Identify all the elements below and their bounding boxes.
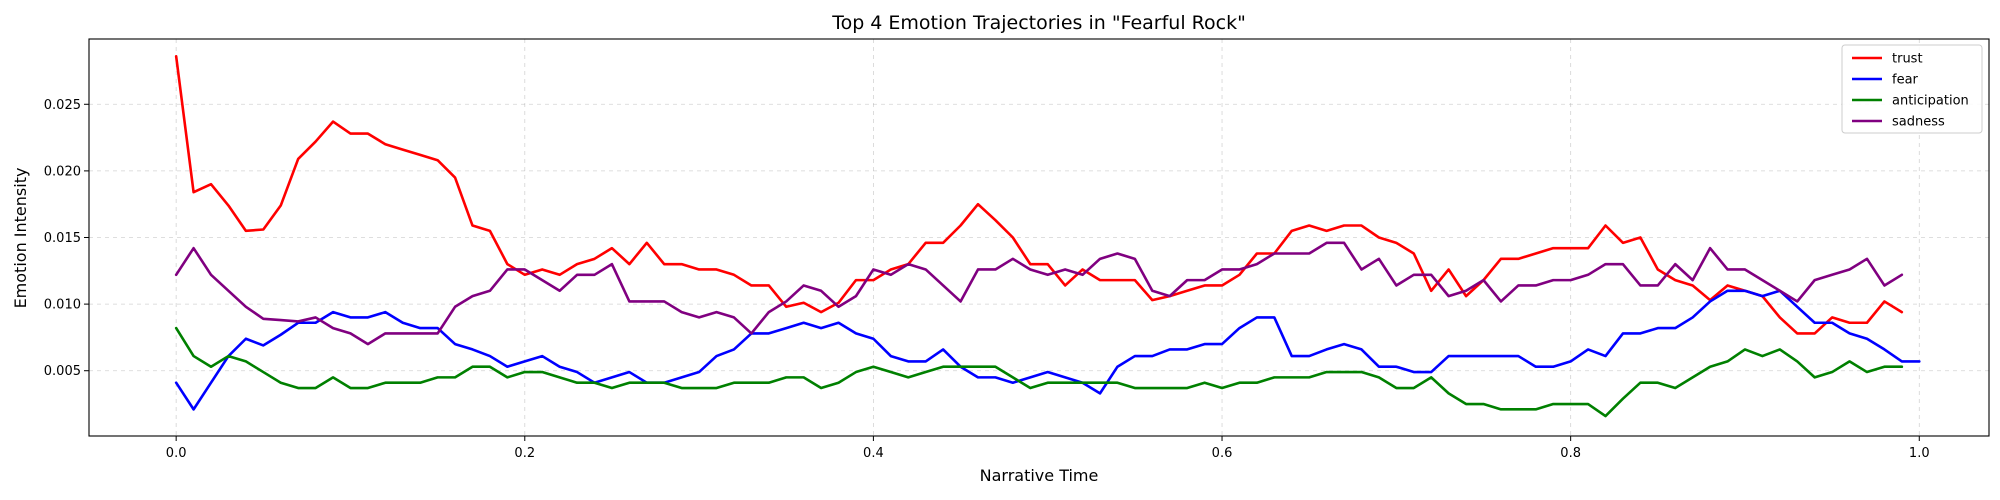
- y-axis-ticks: 0.005 0.010 0.015 0.020 0.025: [44, 98, 89, 379]
- legend-label-trust: trust: [1892, 52, 1923, 67]
- x-tick-label: 0.6: [1212, 446, 1233, 461]
- y-tick-label: 0.020: [44, 164, 81, 179]
- x-axis-ticks: 0.0 0.2 0.4 0.6 0.8 1.0: [166, 436, 1930, 461]
- x-tick-label: 0.4: [863, 446, 884, 461]
- y-tick-label: 0.010: [44, 298, 81, 313]
- chart-title: Top 4 Emotion Trajectories in "Fearful R…: [831, 12, 1246, 34]
- series-line-anticipation: [174, 326, 1904, 418]
- legend-frame: [1841, 44, 1983, 134]
- legend-label-anticipation: anticipation: [1892, 94, 1969, 109]
- series-line-trust: [174, 55, 1904, 335]
- y-tick-label: 0.025: [44, 98, 81, 113]
- y-tick-label: 0.015: [44, 231, 81, 246]
- x-tick-label: 0.0: [166, 446, 187, 461]
- legend-label-fear: fear: [1892, 73, 1919, 88]
- chart-legend: trust fear anticipation sadness: [1841, 44, 1983, 134]
- x-axis-label: Narrative Time: [980, 466, 1099, 485]
- y-axis-label: Emotion Intensity: [11, 168, 30, 309]
- series-line-fear: [174, 289, 1921, 411]
- legend-label-sadness: sadness: [1892, 115, 1945, 130]
- x-tick-label: 1.0: [1909, 446, 1930, 461]
- x-tick-label: 0.2: [514, 446, 535, 461]
- series-line-sadness: [174, 241, 1904, 346]
- y-tick-label: 0.005: [44, 364, 81, 379]
- x-tick-label: 0.8: [1560, 446, 1581, 461]
- series-lines: [174, 55, 1921, 418]
